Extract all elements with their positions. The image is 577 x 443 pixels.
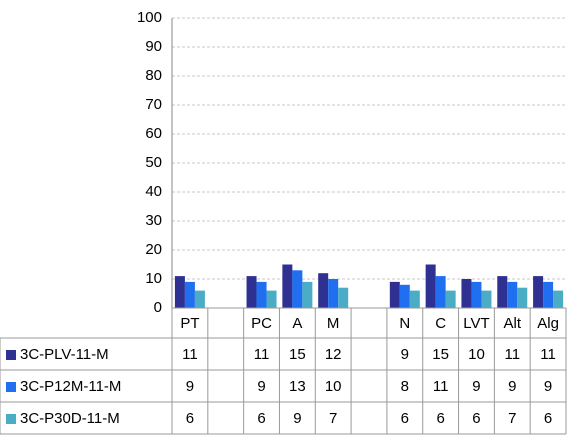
table-value: 6 bbox=[436, 410, 444, 427]
bar bbox=[409, 290, 420, 308]
bar bbox=[425, 264, 436, 308]
y-tick-label: 60 bbox=[145, 125, 162, 142]
table-value: 10 bbox=[468, 346, 485, 363]
x-tick-label: Alg bbox=[537, 315, 559, 332]
table-value: 10 bbox=[325, 378, 342, 395]
x-tick-label: PC bbox=[251, 315, 272, 332]
bar bbox=[302, 281, 313, 308]
y-tick-label: 20 bbox=[145, 241, 162, 258]
bar bbox=[481, 290, 492, 308]
bar bbox=[328, 279, 339, 308]
y-tick-label: 80 bbox=[145, 67, 162, 84]
table-value: 9 bbox=[544, 378, 552, 395]
legend-key bbox=[6, 350, 16, 360]
table-value: 11 bbox=[540, 346, 556, 363]
table-value: 13 bbox=[289, 378, 306, 395]
bar bbox=[399, 284, 410, 308]
y-tick-label: 30 bbox=[145, 212, 162, 229]
table-value: 6 bbox=[544, 410, 552, 427]
bar bbox=[184, 281, 195, 308]
bar bbox=[497, 276, 508, 308]
bar bbox=[553, 290, 564, 308]
legend-key bbox=[6, 414, 16, 424]
x-tick-label: M bbox=[327, 315, 340, 332]
y-tick-label: 100 bbox=[137, 9, 162, 26]
table-value: 9 bbox=[293, 410, 301, 427]
x-tick-label: PT bbox=[180, 315, 199, 332]
bar bbox=[338, 287, 349, 308]
bar bbox=[194, 290, 205, 308]
y-tick-label: 50 bbox=[145, 154, 162, 171]
bar bbox=[461, 279, 472, 308]
bar bbox=[318, 273, 329, 308]
x-tick-label: C bbox=[435, 315, 446, 332]
bar bbox=[389, 281, 400, 308]
x-tick-label: LVT bbox=[463, 315, 489, 332]
table-value: 6 bbox=[186, 410, 194, 427]
y-tick-label: 10 bbox=[145, 270, 162, 287]
table-value: 11 bbox=[254, 346, 270, 363]
table-value: 11 bbox=[182, 346, 198, 363]
bar bbox=[507, 281, 518, 308]
table-value: 6 bbox=[257, 410, 265, 427]
table-value: 9 bbox=[257, 378, 265, 395]
x-tick-label: N bbox=[399, 315, 410, 332]
bar bbox=[517, 287, 528, 308]
legend-key bbox=[6, 382, 16, 392]
table-value: 7 bbox=[508, 410, 516, 427]
bar bbox=[282, 264, 293, 308]
table-value: 9 bbox=[472, 378, 480, 395]
bar bbox=[471, 281, 482, 308]
y-tick-label: 70 bbox=[145, 96, 162, 113]
bar bbox=[174, 276, 185, 308]
bar bbox=[543, 281, 554, 308]
legend-label: 3C-P12M-11-M bbox=[20, 378, 121, 395]
table-value: 11 bbox=[433, 378, 449, 395]
y-tick-label: 90 bbox=[145, 38, 162, 55]
table-value: 8 bbox=[401, 378, 409, 395]
legend-label: 3C-PLV-11-M bbox=[20, 346, 109, 363]
table-value: 15 bbox=[289, 346, 306, 363]
bar bbox=[246, 276, 257, 308]
table-value: 9 bbox=[186, 378, 194, 395]
table-value: 7 bbox=[329, 410, 337, 427]
bar bbox=[435, 276, 446, 308]
table-value: 9 bbox=[401, 346, 409, 363]
table-value: 6 bbox=[401, 410, 409, 427]
bar bbox=[266, 290, 277, 308]
bar bbox=[292, 270, 303, 308]
bar bbox=[445, 290, 456, 308]
x-tick-label: A bbox=[292, 315, 302, 332]
table-value: 6 bbox=[472, 410, 480, 427]
x-tick-label: Alt bbox=[504, 315, 522, 332]
bar bbox=[256, 281, 267, 308]
table-value: 9 bbox=[508, 378, 516, 395]
table-value: 11 bbox=[504, 346, 520, 363]
y-tick-label: 40 bbox=[145, 183, 162, 200]
legend-label: 3C-P30D-11-M bbox=[20, 410, 120, 427]
table-value: 12 bbox=[325, 346, 342, 363]
y-tick-label: 0 bbox=[154, 299, 162, 316]
table-value: 15 bbox=[432, 346, 449, 363]
bar bbox=[533, 276, 544, 308]
